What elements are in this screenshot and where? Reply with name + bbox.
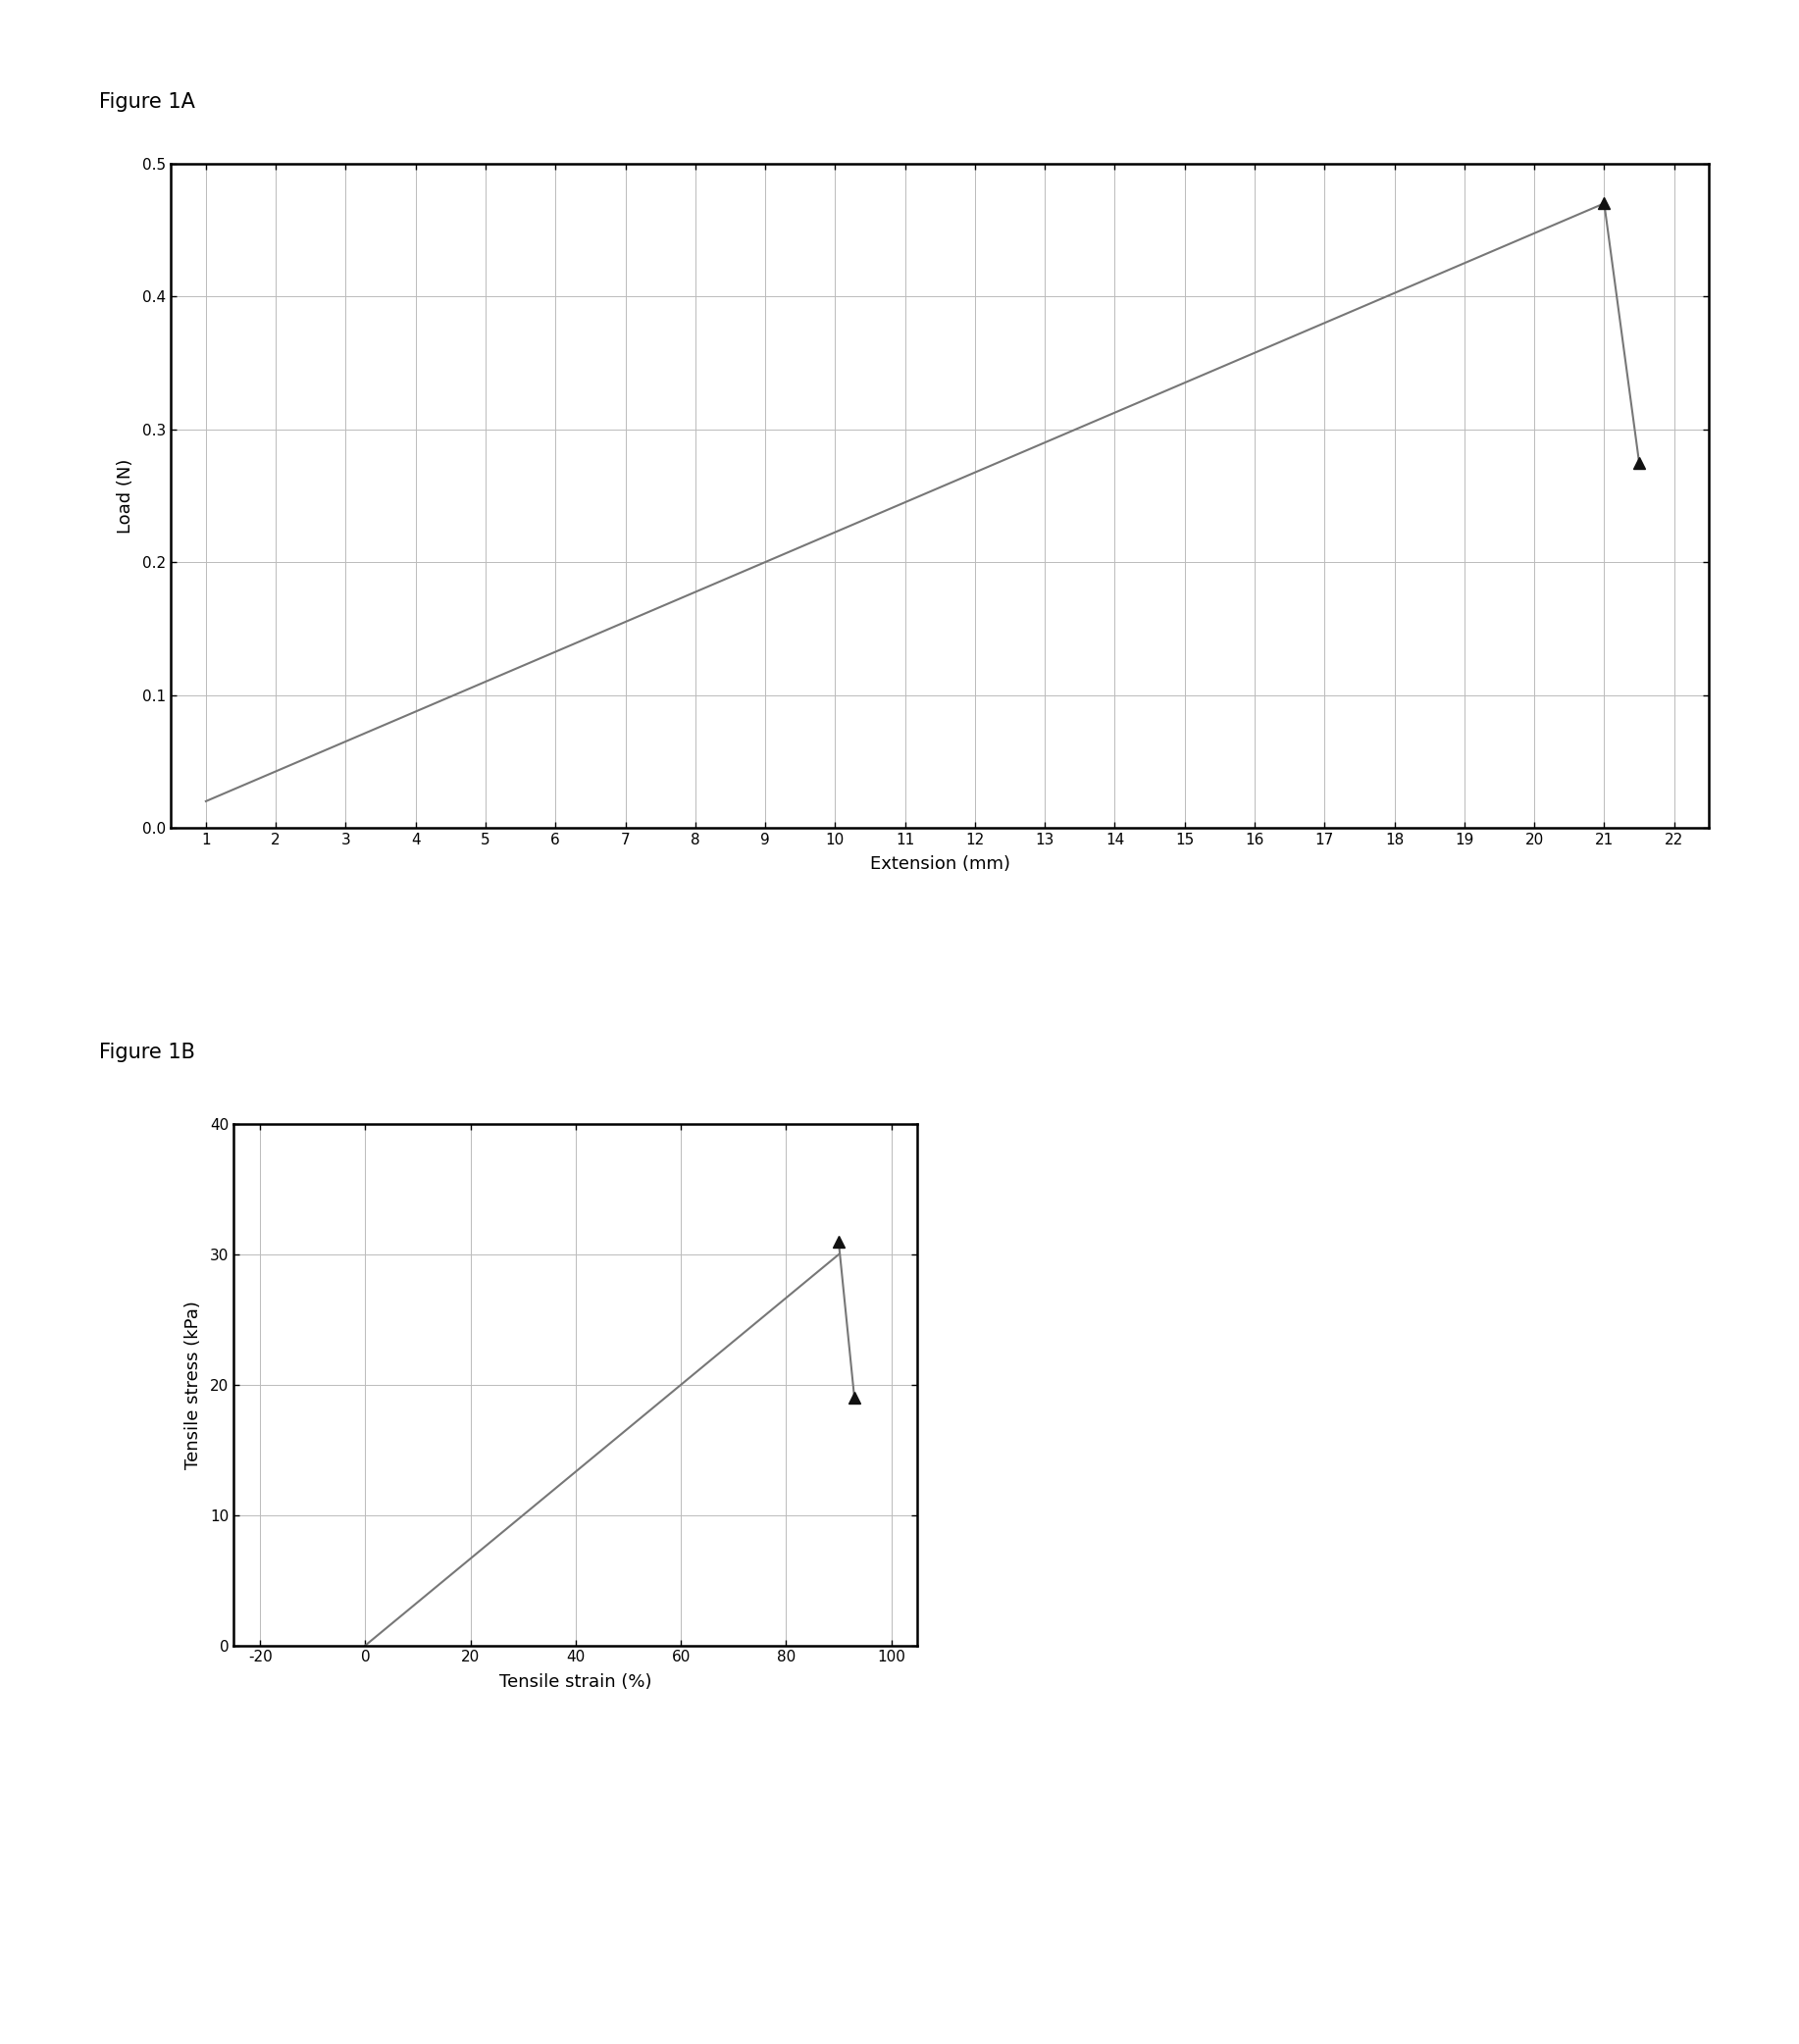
X-axis label: Tensile strain (%): Tensile strain (%) xyxy=(500,1674,651,1690)
Y-axis label: Tensile stress (kPa): Tensile stress (kPa) xyxy=(183,1300,201,1470)
Text: Figure 1B: Figure 1B xyxy=(99,1042,194,1063)
Y-axis label: Load (N): Load (N) xyxy=(117,458,135,533)
X-axis label: Extension (mm): Extension (mm) xyxy=(871,856,1009,873)
Text: Figure 1A: Figure 1A xyxy=(99,92,194,112)
